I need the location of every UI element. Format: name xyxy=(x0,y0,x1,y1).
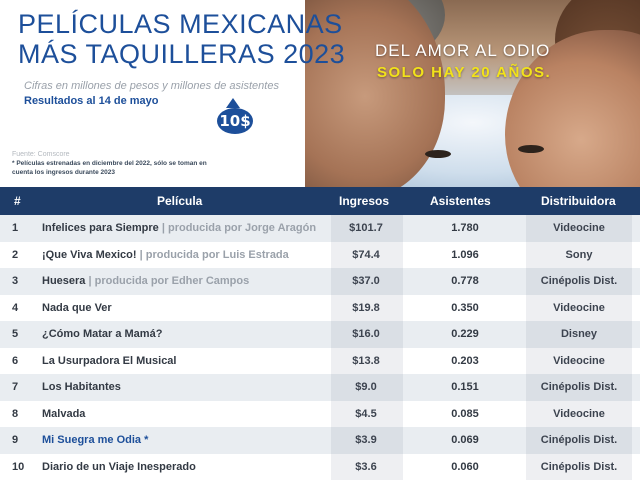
table-row: 10 Diario de un Viaje Inesperado $3.6 0.… xyxy=(0,453,640,480)
gross-cell: $3.9 xyxy=(355,434,377,446)
infographic-header: DEL AMOR AL ODIO SOLO HAY 20 AÑOS. PELÍC… xyxy=(0,0,640,187)
attendance-cell: 0.203 xyxy=(451,354,479,367)
gross-cell: $19.8 xyxy=(352,301,380,314)
film-producer: | producida por Luis Estrada xyxy=(136,248,289,261)
gross-column-shade xyxy=(331,215,403,480)
film-title: ¿Cómo Matar a Mamá? xyxy=(42,328,163,340)
gross-cell: $101.7 xyxy=(349,222,383,234)
table-body: 1 Infelices para Siempre | producida por… xyxy=(0,215,640,480)
poster-tagline-line-2: SOLO HAY 20 AÑOS. xyxy=(377,64,552,81)
poster-man-eye xyxy=(425,150,451,158)
table-row: 5 ¿Cómo Matar a Mamá? $16.0 0.229 Disney xyxy=(0,321,640,348)
table-header-row: # Película Ingresos Asistentes Distribui… xyxy=(0,187,640,215)
attendance-cell: 0.151 xyxy=(451,381,479,393)
column-header-rank: # xyxy=(14,194,21,208)
distributor-cell: Cinépolis Dist. xyxy=(540,434,618,446)
rank-cell: 1 xyxy=(12,222,19,234)
film-title: Malvada xyxy=(42,407,86,420)
film-title: La Usurpadora El Musical xyxy=(42,354,177,367)
table-row: 3 Huesera | producida por Edher Campos $… xyxy=(0,268,640,295)
column-header-gross: Ingresos xyxy=(339,194,390,208)
poster-man-face xyxy=(305,0,445,187)
results-date: Resultados al 14 de mayo xyxy=(24,95,159,107)
table-row: 6 La Usurpadora El Musical $13.8 0.203 V… xyxy=(0,347,640,374)
film-producer: | producida por Jorge Aragón xyxy=(158,222,317,234)
column-header-distributor: Distribuidora xyxy=(541,194,616,208)
gross-cell: $4.5 xyxy=(355,407,377,420)
film-cell: ¡Que Viva Mexico! | producida por Luis E… xyxy=(42,249,289,261)
attendance-cell: 1.780 xyxy=(451,222,479,234)
rank-cell: 4 xyxy=(12,301,19,314)
gross-cell: $16.0 xyxy=(352,328,380,340)
gross-cell: $3.6 xyxy=(355,460,377,473)
table-row: 8 Malvada $4.5 0.085 Videocine xyxy=(0,400,640,427)
attendance-cell: 0.350 xyxy=(451,301,479,314)
distributor-cell: Sony xyxy=(565,248,593,261)
film-title: ¡Que Viva Mexico! xyxy=(42,248,137,261)
attendance-cell: 0.085 xyxy=(451,407,479,420)
badge-label: 10$ xyxy=(217,108,253,134)
distributor-cell: Cinépolis Dist. xyxy=(540,460,618,473)
page-title-line-2: MÁS TAQUILLERAS 2023 xyxy=(18,39,346,69)
rank-cell: 7 xyxy=(12,381,19,393)
rank-cell: 9 xyxy=(12,434,19,446)
column-header-film: Película xyxy=(157,194,203,208)
table-row: 7 Los Habitantes $9.0 0.151 Cinépolis Di… xyxy=(0,374,640,401)
distributor-cell: Disney xyxy=(560,328,598,340)
table-row: 9 Mi Suegra me Odia * $3.9 0.069 Cinépol… xyxy=(0,427,640,454)
table-row: 1 Infelices para Siempre | producida por… xyxy=(0,215,640,242)
table-row: 2 ¡Que Viva Mexico! | producida por Luis… xyxy=(0,241,640,268)
column-header-attendance: Asistentes xyxy=(430,194,491,208)
gross-cell: $13.8 xyxy=(352,354,380,367)
money-growth-badge: 10$ xyxy=(217,98,257,138)
film-producer: | producida por Edher Campos xyxy=(85,275,250,287)
movie-poster-image xyxy=(305,0,640,187)
attendance-cell: 0.229 xyxy=(451,328,479,340)
attendance-cell: 0.069 xyxy=(451,434,479,446)
rank-cell: 6 xyxy=(12,354,19,367)
up-arrow-icon xyxy=(226,98,240,108)
gross-cell: $9.0 xyxy=(355,381,377,393)
film-title: Huesera xyxy=(42,275,86,287)
subtitle: Cifras en millones de pesos y millones d… xyxy=(24,80,279,92)
film-cell: Huesera | producida por Edher Campos xyxy=(42,275,249,287)
distributor-cell: Videocine xyxy=(553,222,605,234)
distributor-cell: Cinépolis Dist. xyxy=(540,381,618,393)
attendance-cell: 0.060 xyxy=(451,460,479,473)
distributor-cell: Videocine xyxy=(553,407,605,420)
rank-cell: 8 xyxy=(12,407,19,420)
rank-cell: 2 xyxy=(12,248,19,261)
poster-woman-eye xyxy=(518,145,544,153)
gross-cell: $37.0 xyxy=(352,275,380,287)
film-title: Nada que Ver xyxy=(42,301,112,314)
rank-cell: 5 xyxy=(12,328,19,340)
gross-cell: $74.4 xyxy=(352,248,380,261)
film-title: Infelices para Siempre xyxy=(42,222,159,234)
attendance-cell: 1.096 xyxy=(451,248,479,261)
table-row: 4 Nada que Ver $19.8 0.350 Videocine xyxy=(0,294,640,321)
film-title: Mi Suegra me Odia * xyxy=(42,434,149,446)
source-note: Fuente: Comscore xyxy=(12,151,70,158)
distributor-cell: Cinépolis Dist. xyxy=(540,275,618,287)
page-title-line-1: PELÍCULAS MEXICANAS xyxy=(18,9,343,39)
attendance-cell: 0.778 xyxy=(451,275,479,287)
rank-cell: 3 xyxy=(12,275,19,287)
film-cell: Infelices para Siempre | producida por J… xyxy=(42,222,316,234)
distributor-column-shade xyxy=(526,215,632,480)
film-title: Diario de un Viaje Inesperado xyxy=(42,460,196,473)
footnote: * Películas estrenadas en diciembre del … xyxy=(12,160,207,176)
distributor-cell: Videocine xyxy=(553,301,605,314)
film-title: Los Habitantes xyxy=(42,381,121,393)
rank-cell: 10 xyxy=(12,460,25,473)
distributor-cell: Videocine xyxy=(553,354,605,367)
poster-tagline-line-1: DEL AMOR AL ODIO xyxy=(375,41,551,60)
